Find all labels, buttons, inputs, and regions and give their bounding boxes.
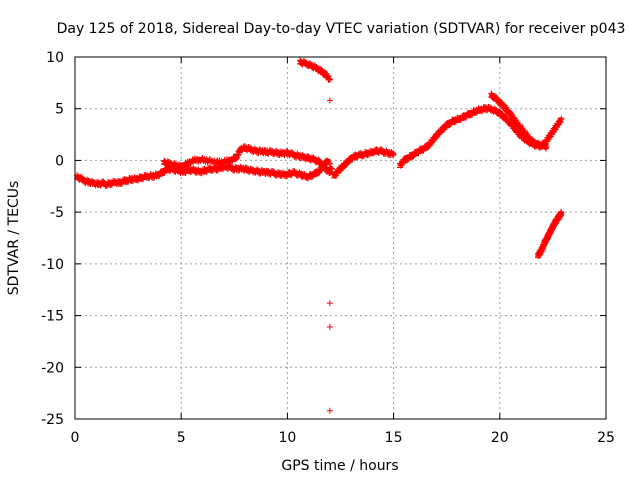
series-ridge_upper_band [488, 90, 549, 152]
axis-ticks [74, 56, 607, 420]
x-tick-label: 0 [71, 430, 80, 446]
data-point [558, 116, 565, 123]
y-tick-label: -5 [50, 205, 64, 221]
x-tick-label: 5 [177, 430, 186, 446]
y-tick-label: 0 [55, 153, 64, 169]
data-point [161, 158, 168, 165]
y-tick-label: 10 [46, 50, 64, 66]
x-tick-label: 20 [491, 430, 509, 446]
x-tick-labels: 0 5 10 15 20 25 [71, 430, 615, 446]
x-axis-label: GPS time / hours [281, 458, 398, 474]
data-point [326, 76, 333, 83]
data-point [326, 300, 333, 307]
y-tick-label: -15 [41, 309, 64, 325]
data-point [326, 169, 333, 176]
x-tick-label: 10 [278, 430, 296, 446]
data-point [543, 143, 550, 150]
data-point [326, 323, 333, 330]
x-tick-label: 15 [385, 430, 403, 446]
y-tick-label: -20 [41, 360, 64, 376]
x-tick-label: 25 [597, 430, 615, 446]
series-late_negative_arc [535, 208, 565, 259]
data-point [558, 210, 565, 217]
grid-lines [75, 57, 606, 419]
y-tick-label: 5 [55, 102, 64, 118]
data-points [74, 57, 565, 414]
series-upper_segment_6_to_12h [161, 143, 333, 177]
y-tick-label: -25 [41, 412, 64, 428]
series-high_arc_11h [297, 57, 333, 83]
series-main_trace [74, 146, 396, 190]
chart-title: Day 125 of 2018, Sidereal Day-to-day VTE… [57, 21, 626, 37]
data-point [326, 97, 333, 104]
plot-frame [74, 56, 607, 420]
data-point [326, 407, 333, 414]
y-axis-label: SDTVAR / TECUs [6, 181, 22, 296]
y-tick-label: -10 [41, 257, 64, 273]
data-point [390, 151, 397, 158]
y-tick-labels: 10 5 0 -5 -10 -15 -20 -25 [41, 50, 64, 428]
series-ridge_15_to_23h [396, 103, 564, 169]
